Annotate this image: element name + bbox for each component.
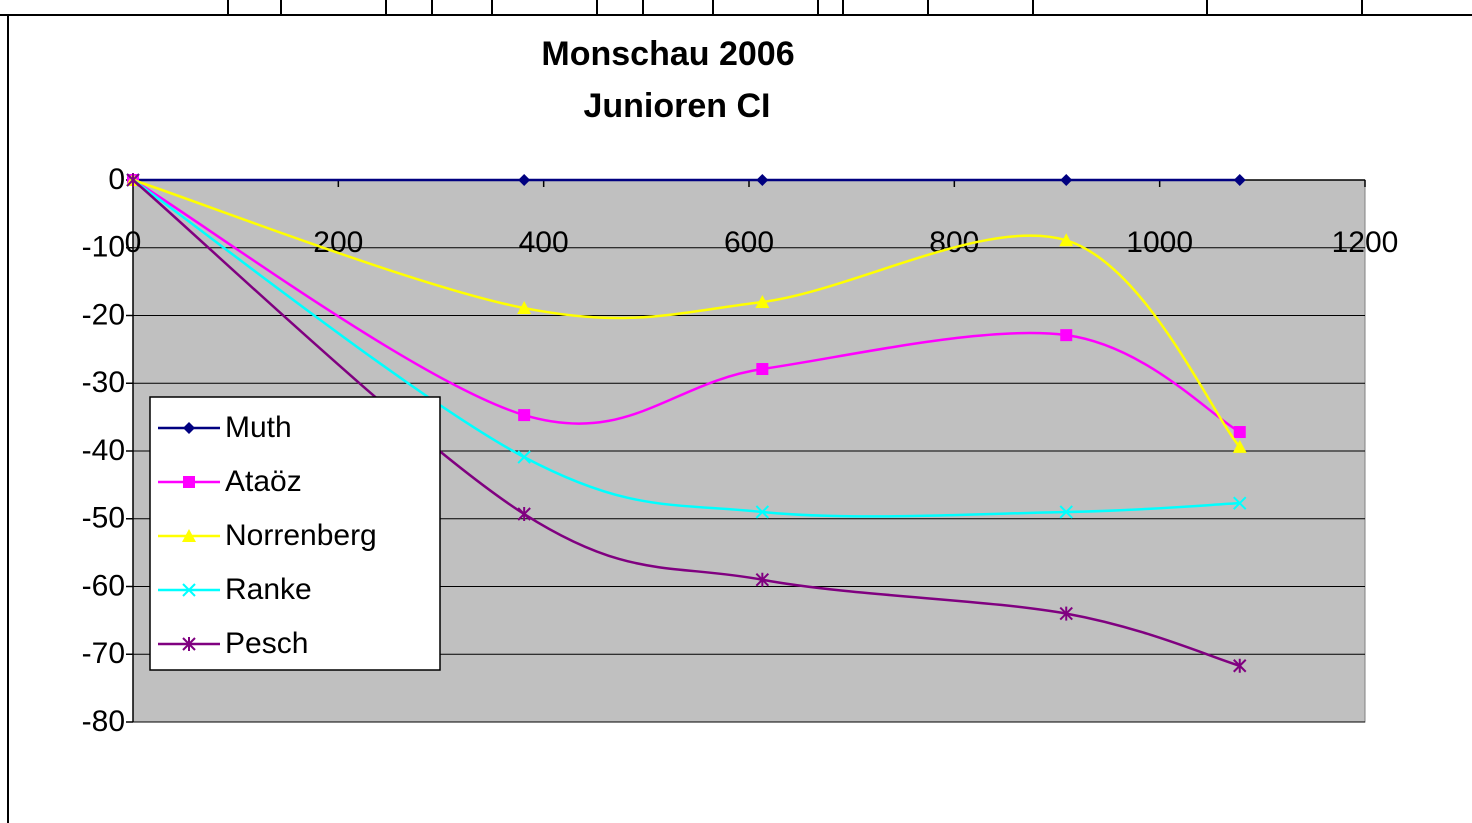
marker xyxy=(756,363,769,376)
marker-shape xyxy=(517,450,531,464)
legend-label: Ataöz xyxy=(225,465,302,498)
marker-shape xyxy=(1233,174,1246,186)
marker xyxy=(182,529,196,542)
legend-label: Ranke xyxy=(225,573,312,606)
marker xyxy=(756,174,769,186)
marker xyxy=(1059,505,1073,519)
y-tick-label: -60 xyxy=(82,569,125,602)
series-line xyxy=(132,178,1241,434)
marker xyxy=(1233,658,1247,673)
marker xyxy=(1233,174,1246,186)
y-tick-label: -50 xyxy=(82,502,125,535)
marker xyxy=(1232,439,1247,453)
marker-shape xyxy=(517,301,532,315)
marker xyxy=(518,174,531,186)
marker-shape xyxy=(1232,439,1247,453)
marker-shape xyxy=(183,422,195,434)
marker xyxy=(183,476,195,488)
marker xyxy=(182,583,196,597)
marker-shape xyxy=(755,294,770,308)
marker-shape xyxy=(756,363,769,376)
marker-shape xyxy=(1060,174,1073,186)
marker xyxy=(182,637,196,651)
marker-shape xyxy=(518,409,531,422)
chart-title: Junioren CI xyxy=(583,87,770,125)
marker xyxy=(1059,606,1073,621)
y-tick-label: -40 xyxy=(82,434,125,467)
marker-shape xyxy=(1059,505,1073,519)
marker-shape xyxy=(1233,496,1247,510)
marker xyxy=(1233,426,1246,439)
marker xyxy=(517,301,532,315)
marker xyxy=(517,507,531,522)
x-tick-label: 1200 xyxy=(1332,226,1399,259)
y-tick-label: -10 xyxy=(82,231,125,264)
y-tick-label: -20 xyxy=(82,298,125,331)
marker-shape xyxy=(182,583,196,597)
marker-shape xyxy=(755,505,770,519)
marker xyxy=(518,409,531,422)
y-tick-label: -70 xyxy=(82,637,125,670)
marker-shape xyxy=(1060,329,1073,342)
marker-shape xyxy=(1059,233,1074,247)
marker-shape xyxy=(183,476,195,488)
marker xyxy=(755,505,770,519)
legend: Muth Ataöz Norrenberg Ranke Pesch xyxy=(149,396,441,671)
x-tick-label: 1000 xyxy=(1126,226,1193,259)
x-tick-label: 400 xyxy=(519,226,569,259)
marker xyxy=(755,572,770,587)
marker-shape xyxy=(518,174,531,186)
legend-box xyxy=(149,396,441,671)
marker xyxy=(755,294,770,308)
marker-shape xyxy=(756,174,769,186)
marker xyxy=(1060,174,1073,186)
x-tick-label: 600 xyxy=(724,226,774,259)
marker xyxy=(517,450,531,464)
marker-shape xyxy=(1233,426,1246,439)
legend-label: Muth xyxy=(225,411,292,444)
legend-label: Pesch xyxy=(225,627,308,660)
y-tick-label: -30 xyxy=(82,366,125,399)
legend-label: Norrenberg xyxy=(225,519,377,552)
series-line xyxy=(132,178,1240,518)
marker xyxy=(1060,329,1073,342)
marker xyxy=(183,422,195,434)
y-tick-label: -80 xyxy=(82,705,125,738)
marker xyxy=(1233,496,1247,510)
series-line xyxy=(132,179,1241,667)
x-tick-label: 0 xyxy=(125,226,142,259)
marker-shape xyxy=(182,529,196,542)
chart-title: Monschau 2006 xyxy=(541,35,794,73)
y-tick-label: 0 xyxy=(108,163,125,196)
marker xyxy=(1059,233,1074,247)
marker xyxy=(126,173,140,187)
